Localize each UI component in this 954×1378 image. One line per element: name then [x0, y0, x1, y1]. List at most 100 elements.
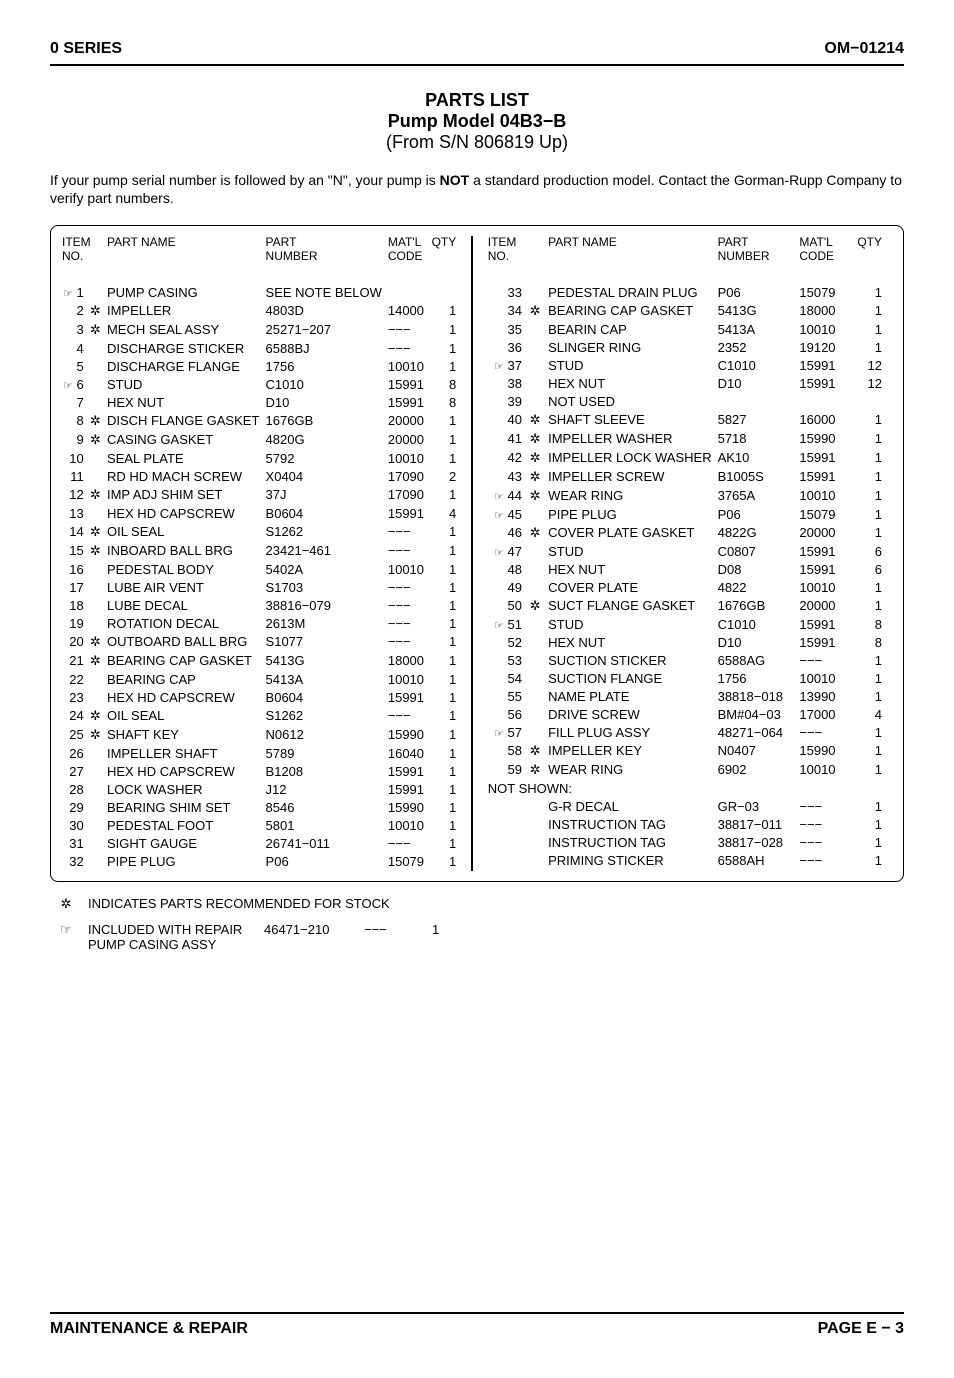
- item-no: 15: [59, 542, 87, 561]
- part-number: D10: [715, 375, 797, 393]
- th-part: PART NUMBER: [715, 236, 797, 284]
- part-number: 4803D: [263, 302, 385, 321]
- item-no: 12: [59, 486, 87, 505]
- item-no: 11: [59, 468, 87, 486]
- part-name: G-R DECAL: [545, 798, 715, 816]
- table-row: 41✲IMPELLER WASHER5718159901: [485, 430, 885, 449]
- table-row: 33PEDESTAL DRAIN PLUGP06150791: [485, 284, 885, 302]
- part-number: 6588BJ: [263, 340, 385, 358]
- table-row: 9✲CASING GASKET4820G200001: [59, 431, 459, 450]
- part-name: WEAR RING: [545, 761, 715, 780]
- qty: 1: [428, 579, 459, 597]
- item-no: 29: [59, 799, 87, 817]
- qty: 1: [852, 411, 885, 430]
- item-no: 10: [59, 450, 87, 468]
- header-left: 0 SERIES: [50, 40, 122, 58]
- matl-code: 15991: [796, 468, 852, 487]
- matl-code: 10010: [385, 671, 428, 689]
- matl-code: 15991: [385, 763, 428, 781]
- th-name: PART NAME: [104, 236, 263, 284]
- part-name: SUCT FLANGE GASKET: [545, 597, 715, 616]
- qty: 1: [428, 615, 459, 633]
- table-row: ☞ 1PUMP CASINGSEE NOTE BELOW: [59, 284, 459, 302]
- qty: 1: [852, 506, 885, 524]
- table-row: 59✲WEAR RING6902100101: [485, 761, 885, 780]
- qty: 12: [852, 375, 885, 393]
- part-name: IMPELLER: [104, 302, 263, 321]
- qty: 1: [852, 761, 885, 780]
- matl-code: 15991: [796, 357, 852, 375]
- part-number: BM#04−03: [715, 706, 797, 724]
- matl-code: 15991: [385, 394, 428, 412]
- matl-code: −−−: [796, 724, 852, 742]
- matl-code: −−−: [385, 321, 428, 340]
- stock-mark: [87, 689, 104, 707]
- item-no: 59: [485, 761, 525, 780]
- item-no: ☞ 44: [485, 487, 525, 506]
- part-name: DISCHARGE FLANGE: [104, 358, 263, 376]
- table-row: PRIMING STICKER6588AH−−−1: [485, 852, 885, 870]
- item-no: 31: [59, 835, 87, 853]
- not-shown-label: NOT SHOWN:: [485, 780, 885, 798]
- part-name: SEAL PLATE: [104, 450, 263, 468]
- matl-code: 18000: [385, 652, 428, 671]
- stock-mark: [87, 450, 104, 468]
- table-row: 16PEDESTAL BODY5402A100101: [59, 561, 459, 579]
- part-number: 1676GB: [715, 597, 797, 616]
- stock-mark: [87, 394, 104, 412]
- stock-mark: [525, 375, 545, 393]
- part-number: S1262: [263, 707, 385, 726]
- item-no: ☞ 6: [59, 376, 87, 394]
- stock-mark: [525, 506, 545, 524]
- stock-mark: ✲: [525, 449, 545, 468]
- matl-code: 15991: [385, 505, 428, 523]
- item-no: 19: [59, 615, 87, 633]
- part-number: AK10: [715, 449, 797, 468]
- part-name: DISCH FLANGE GASKET: [104, 412, 263, 431]
- part-number: 4822G: [715, 524, 797, 543]
- stock-mark: [87, 835, 104, 853]
- stock-mark: ✲: [525, 430, 545, 449]
- qty: 1: [852, 487, 885, 506]
- part-name: BEARING CAP GASKET: [104, 652, 263, 671]
- stock-mark: ✲: [525, 468, 545, 487]
- qty: 1: [852, 597, 885, 616]
- table-row: ☞ 47STUDC0807159916: [485, 543, 885, 561]
- item-no: 25: [59, 726, 87, 745]
- part-name: SUCTION STICKER: [545, 652, 715, 670]
- pointer-icon: ☞: [50, 922, 88, 952]
- qty: 1: [852, 798, 885, 816]
- part-number: 5413G: [715, 302, 797, 321]
- table-row: NOT SHOWN:: [485, 780, 885, 798]
- table-row: ☞ 57FILL PLUG ASSY48271−064−−−1: [485, 724, 885, 742]
- table-row: 55NAME PLATE38818−018139901: [485, 688, 885, 706]
- part-name: PEDESTAL FOOT: [104, 817, 263, 835]
- qty: 1: [428, 340, 459, 358]
- part-number: S1077: [263, 633, 385, 652]
- table-row: 5DISCHARGE FLANGE1756100101: [59, 358, 459, 376]
- matl-code: 10010: [796, 670, 852, 688]
- part-number: N0407: [715, 742, 797, 761]
- part-number: 3765A: [715, 487, 797, 506]
- parts-header-row: ITEM NO. PART NAME PART NUMBER MAT'L COD…: [485, 236, 885, 284]
- item-no: 20: [59, 633, 87, 652]
- qty: 4: [428, 505, 459, 523]
- title-1: PARTS LIST: [50, 90, 904, 111]
- qty: 1: [428, 412, 459, 431]
- stock-mark: [87, 799, 104, 817]
- part-name: HEX HD CAPSCREW: [104, 763, 263, 781]
- legend-repair-matl: −−−: [364, 922, 432, 937]
- matl-code: 15990: [385, 799, 428, 817]
- part-name: MECH SEAL ASSY: [104, 321, 263, 340]
- stock-mark: [525, 393, 545, 411]
- stock-mark: [87, 817, 104, 835]
- stock-mark: ✲: [87, 542, 104, 561]
- part-number: 6588AH: [715, 852, 797, 870]
- item-no: 23: [59, 689, 87, 707]
- qty: 1: [428, 321, 459, 340]
- title-2: Pump Model 04B3−B: [50, 111, 904, 132]
- matl-code: 15991: [796, 634, 852, 652]
- item-no: 18: [59, 597, 87, 615]
- parts-col-right: ITEM NO. PART NAME PART NUMBER MAT'L COD…: [477, 236, 893, 871]
- part-name: IMPELLER WASHER: [545, 430, 715, 449]
